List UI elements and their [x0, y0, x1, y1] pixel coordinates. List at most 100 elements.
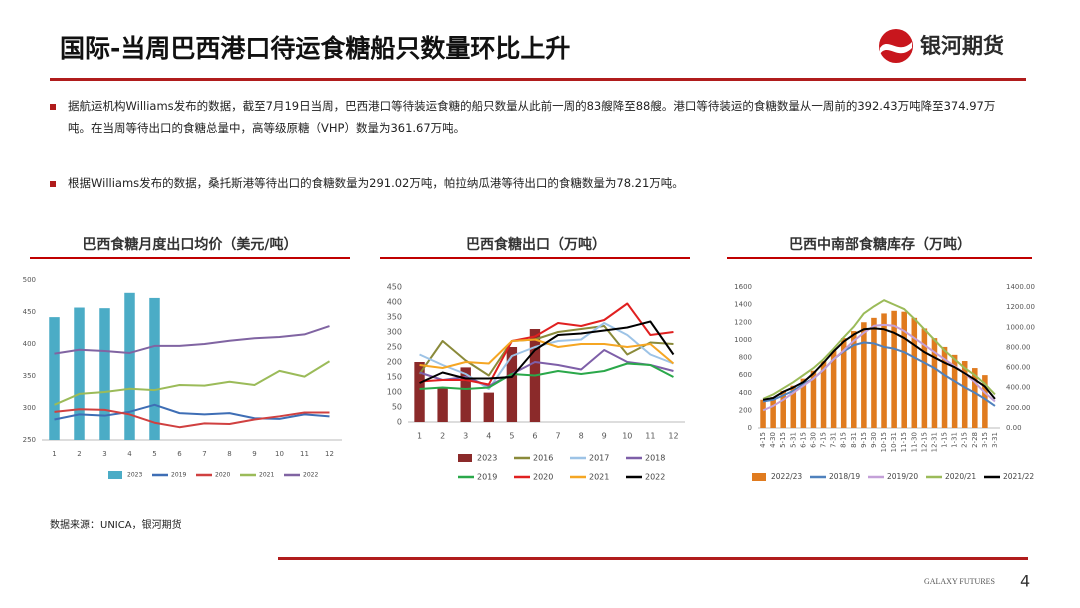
line-series [762, 327, 996, 401]
bar [460, 367, 471, 422]
bar [951, 354, 958, 428]
logo-icon [879, 29, 913, 63]
bar [871, 317, 877, 428]
footer-brand: GALAXY FUTURES [924, 577, 995, 586]
chart: 0 200 400 600 800 1000 1200 1400 1600 0.00 200.00 4… [734, 283, 1035, 481]
bar [891, 310, 897, 428]
x-tick-label: 4-15 [759, 432, 767, 448]
bar [810, 370, 817, 428]
legend-label: 2022 [303, 472, 318, 479]
y-tick-label: 300 [387, 328, 402, 337]
y-tick-label: 350 [23, 372, 36, 380]
x-tick-label: 8 [227, 450, 231, 458]
x-tick-label: 5-15 [779, 432, 787, 448]
legend-swatch [458, 454, 472, 462]
legend-label: 2017 [589, 454, 609, 463]
bar [800, 378, 807, 428]
bar [820, 361, 827, 428]
x-tick-label: 6 [177, 450, 182, 458]
x-tick-label: 10 [622, 432, 632, 441]
x-tick-label: 4-30 [769, 432, 777, 448]
y-tick-label: 1400 [734, 301, 752, 309]
legend-label: 2021 [259, 472, 274, 479]
legend-label: 2021 [589, 473, 609, 482]
y2-tick-label: 200.00 [1006, 404, 1031, 412]
bar [961, 361, 968, 428]
x-tick-label: 8 [579, 432, 584, 441]
bar [881, 313, 887, 428]
legend-label: 2021/22 [1003, 472, 1034, 481]
logo: 银河期货 [879, 29, 1004, 63]
legend-label: 2020/21 [945, 472, 976, 481]
chart-title-rule [727, 257, 1032, 259]
x-tick-label: 3-31 [991, 432, 999, 448]
x-tick-label: 11 [300, 450, 309, 458]
x-tick-label: 1 [417, 432, 422, 441]
bar [149, 297, 160, 440]
line-series [419, 302, 674, 386]
page-number: 4 [1020, 572, 1030, 591]
y2-tick-label: 800.00 [1006, 343, 1031, 351]
bar [124, 292, 135, 440]
bar [790, 385, 797, 428]
x-tick-label: 6-15 [799, 432, 807, 448]
bar [49, 317, 60, 440]
y-tick-label: 450 [23, 308, 36, 316]
bar [901, 311, 907, 428]
x-tick-label: 9-15 [860, 432, 868, 448]
x-tick-label: 12-15 [920, 432, 928, 452]
y2-tick-label: 600.00 [1006, 364, 1031, 372]
x-tick-label: 6 [532, 432, 537, 441]
x-tick-label: 2 [440, 432, 445, 441]
bar [840, 338, 847, 428]
y-tick-label: 400 [739, 389, 752, 397]
bar [982, 375, 988, 428]
x-tick-label: 4 [486, 432, 491, 441]
bar [861, 322, 867, 428]
x-tick-label: 5 [152, 450, 156, 458]
logo-text: 银河期货 [920, 34, 1004, 58]
line-series [419, 320, 675, 384]
x-tick-label: 10 [275, 450, 284, 458]
y-tick-label: 1000 [734, 336, 752, 344]
x-tick-label: 12-31 [930, 432, 938, 452]
legend-label: 2018 [645, 454, 665, 463]
x-tick-label: 7 [555, 432, 560, 441]
x-tick-label: 3 [102, 450, 106, 458]
legend-label: 2022/23 [771, 472, 802, 481]
x-tick-label: 4 [127, 450, 132, 458]
y-tick-label: 200 [387, 358, 402, 367]
x-tick-label: 11-30 [910, 432, 918, 452]
y-tick-label: 200 [739, 406, 752, 414]
x-tick-label: 6-30 [809, 432, 817, 448]
x-tick-label: 11-15 [900, 432, 908, 452]
chart-title-rule [30, 257, 350, 259]
chart-title: 巴西食糖出口（万吨） [466, 236, 606, 253]
x-tick-label: 5-31 [789, 432, 797, 448]
y-tick-label: 50 [392, 403, 402, 412]
chart-title-rule [380, 257, 690, 259]
x-tick-label: 8-31 [850, 432, 858, 448]
footer-rule [278, 557, 1028, 560]
line-series [418, 325, 674, 377]
y-tick-label: 400 [387, 298, 402, 307]
line-series [419, 362, 674, 390]
x-tick-label: 12 [668, 432, 678, 441]
header-rule [50, 78, 1026, 81]
y-tick-label: 150 [387, 373, 402, 382]
x-tick-label: 3-15 [981, 432, 989, 448]
bullet-text: 根据Williams发布的数据，桑托斯港等待出口的食糖数量为291.02万吨，帕… [68, 176, 684, 190]
bar [911, 317, 918, 428]
bar [972, 368, 978, 428]
y-tick-label: 100 [387, 388, 402, 397]
y2-tick-label: 400.00 [1006, 384, 1031, 392]
bar [941, 346, 948, 428]
legend-label: 2019 [171, 472, 186, 479]
bullet-marker [50, 104, 56, 110]
chart-title: 巴西中南部食糖库存（万吨） [789, 236, 971, 253]
x-tick-label: 1-15 [941, 432, 949, 448]
x-tick-label: 2-15 [961, 432, 969, 448]
